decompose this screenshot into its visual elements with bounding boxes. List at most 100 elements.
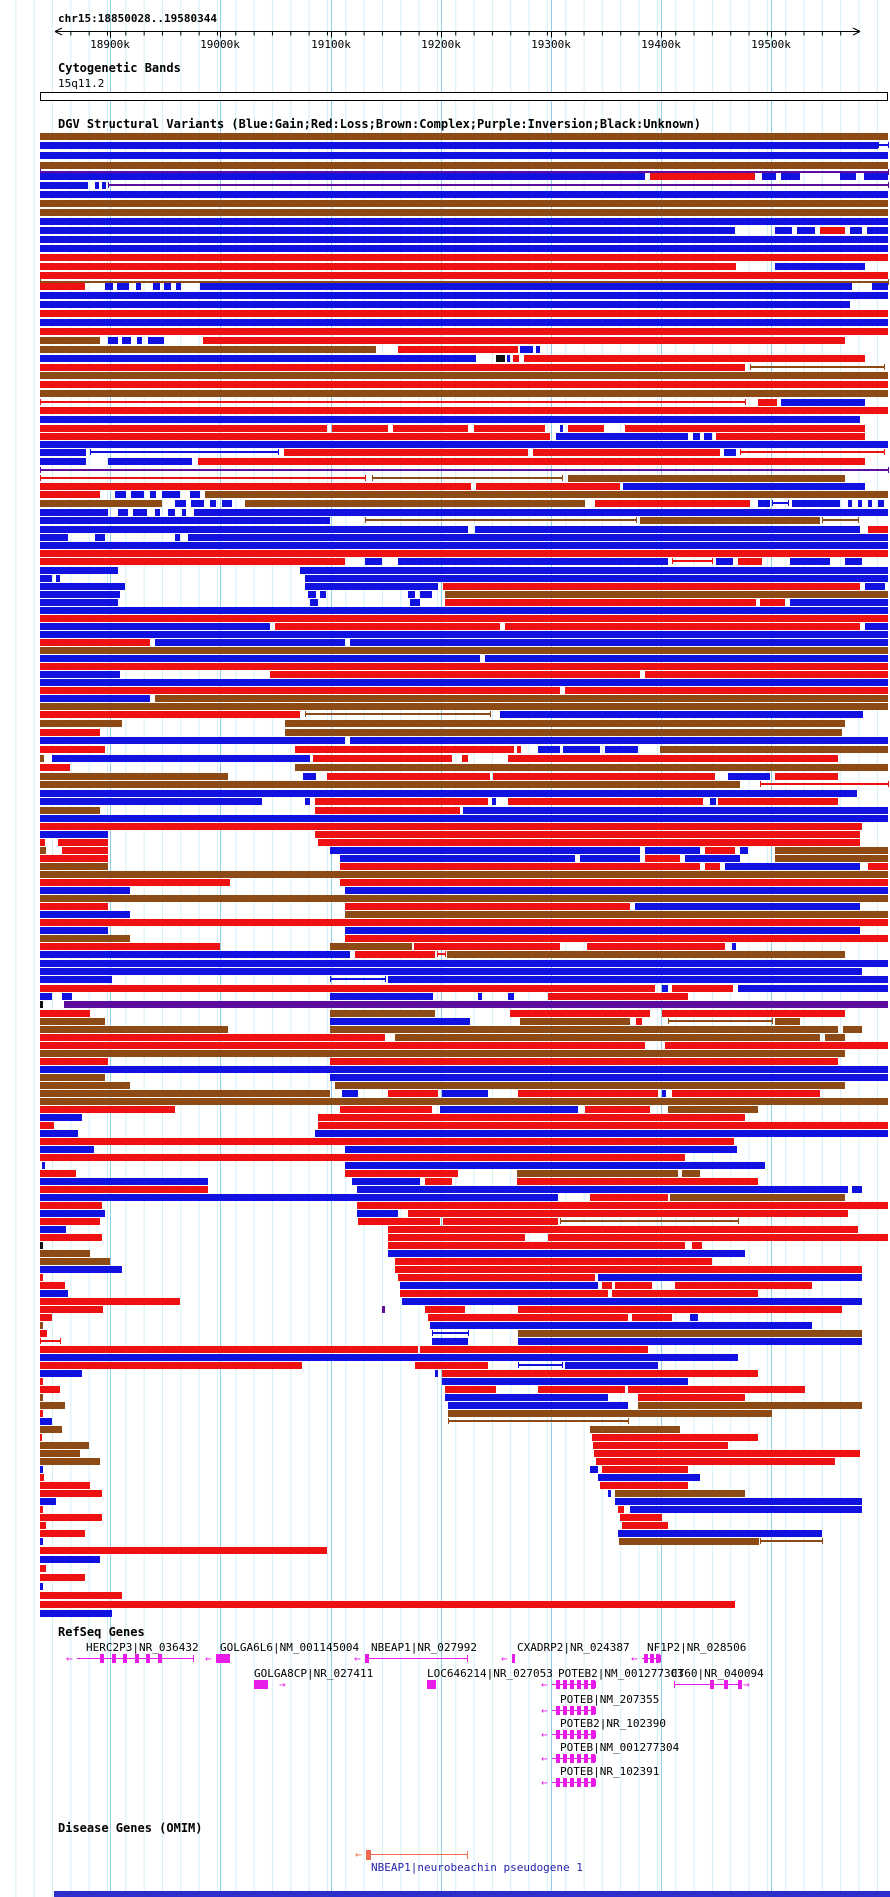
- variant-bar[interactable]: [632, 1314, 672, 1321]
- variant-bar[interactable]: [40, 1258, 110, 1265]
- variant-bar[interactable]: [40, 1298, 180, 1305]
- variant-bar[interactable]: [40, 310, 888, 317]
- variant-bar[interactable]: [638, 1394, 745, 1401]
- variant-bar[interactable]: [40, 1418, 52, 1425]
- gene-label[interactable]: NF1P2|NR_028506: [647, 1641, 747, 1654]
- variant-bar[interactable]: [602, 1466, 688, 1473]
- variant-bar[interactable]: [40, 1218, 100, 1225]
- variant-connector-line[interactable]: [40, 1340, 60, 1342]
- variant-bar[interactable]: [843, 1026, 862, 1033]
- variant-bar[interactable]: [518, 1090, 658, 1097]
- variant-bar[interactable]: [40, 372, 888, 379]
- variant-bar[interactable]: [40, 1130, 78, 1137]
- variant-bar[interactable]: [155, 695, 888, 702]
- variant-bar[interactable]: [40, 1592, 122, 1599]
- variant-bar[interactable]: [442, 1090, 488, 1097]
- variant-bar[interactable]: [518, 1306, 842, 1313]
- variant-bar[interactable]: [40, 1290, 68, 1297]
- gene-label[interactable]: POTEB|NM_207355: [560, 1693, 660, 1706]
- variant-bar[interactable]: [190, 491, 200, 498]
- variant-bar[interactable]: [668, 1106, 758, 1113]
- variant-bar[interactable]: [650, 173, 755, 180]
- variant-bar[interactable]: [536, 346, 540, 353]
- variant-bar[interactable]: [40, 1330, 47, 1337]
- variant-bar[interactable]: [40, 319, 888, 326]
- variant-bar[interactable]: [645, 847, 700, 854]
- variant-bar[interactable]: [40, 1042, 645, 1049]
- variant-bar[interactable]: [40, 703, 888, 710]
- variant-bar[interactable]: [345, 1162, 765, 1169]
- variant-bar[interactable]: [388, 1226, 858, 1233]
- variant-bar[interactable]: [350, 639, 888, 646]
- variant-bar[interactable]: [775, 855, 888, 862]
- variant-bar[interactable]: [40, 1010, 90, 1017]
- variant-bar[interactable]: [194, 509, 888, 516]
- variant-bar[interactable]: [40, 1138, 734, 1145]
- variant-bar[interactable]: [40, 591, 120, 598]
- gene-exon-box[interactable]: [556, 1706, 560, 1715]
- variant-bar[interactable]: [408, 591, 415, 598]
- variant-bar[interactable]: [245, 500, 585, 507]
- variant-bar[interactable]: [335, 1082, 845, 1089]
- variant-bar[interactable]: [117, 283, 129, 290]
- variant-bar[interactable]: [40, 855, 108, 862]
- variant-bar[interactable]: [625, 425, 865, 432]
- variant-bar[interactable]: [568, 425, 604, 432]
- variant-bar[interactable]: [40, 895, 888, 902]
- gene-exon-box[interactable]: [570, 1730, 574, 1739]
- variant-bar[interactable]: [40, 152, 888, 159]
- gene-exon-box[interactable]: [123, 1654, 128, 1663]
- variant-bar[interactable]: [42, 1162, 45, 1169]
- variant-bar[interactable]: [388, 1242, 685, 1249]
- variant-bar[interactable]: [600, 1482, 688, 1489]
- variant-bar[interactable]: [762, 173, 776, 180]
- variant-bar[interactable]: [40, 639, 150, 646]
- gene-label[interactable]: CT60|NR_040094: [671, 1667, 764, 1680]
- variant-bar[interactable]: [430, 1322, 812, 1329]
- variant-bar[interactable]: [463, 807, 888, 814]
- variant-bar[interactable]: [493, 773, 715, 780]
- variant-bar[interactable]: [150, 491, 156, 498]
- variant-bar[interactable]: [40, 1583, 43, 1590]
- variant-bar[interactable]: [330, 1058, 838, 1065]
- variant-bar[interactable]: [868, 500, 872, 507]
- gene-exon-box[interactable]: [570, 1706, 574, 1715]
- variant-bar[interactable]: [105, 283, 113, 290]
- variant-bar[interactable]: [330, 993, 433, 1000]
- variant-bar[interactable]: [565, 687, 888, 694]
- variant-bar[interactable]: [825, 1034, 845, 1041]
- variant-bar[interactable]: [352, 1178, 420, 1185]
- variant-bar[interactable]: [476, 483, 620, 490]
- variant-bar[interactable]: [40, 790, 857, 797]
- variant-bar[interactable]: [40, 1402, 65, 1409]
- gene-exon-box[interactable]: [710, 1680, 714, 1689]
- variant-bar[interactable]: [40, 1322, 43, 1329]
- variant-bar[interactable]: [40, 1538, 43, 1545]
- gene-label[interactable]: POTEB|NM_001277304: [560, 1741, 680, 1754]
- gene-exon-box[interactable]: [365, 1654, 369, 1663]
- gene-exon-box[interactable]: [584, 1706, 588, 1715]
- variant-bar[interactable]: [40, 1234, 102, 1241]
- variant-bar[interactable]: [510, 1010, 650, 1017]
- variant-connector-line[interactable]: [432, 1332, 468, 1334]
- variant-bar[interactable]: [792, 500, 840, 507]
- cytoband-rect[interactable]: [40, 92, 888, 101]
- variant-bar[interactable]: [137, 337, 142, 344]
- gene-exon-box[interactable]: [591, 1680, 595, 1689]
- variant-bar[interactable]: [40, 381, 888, 388]
- variant-bar[interactable]: [388, 1250, 745, 1257]
- variant-bar[interactable]: [40, 711, 300, 718]
- variant-bar[interactable]: [797, 227, 815, 234]
- variant-bar[interactable]: [775, 227, 792, 234]
- variant-bar[interactable]: [518, 1338, 862, 1345]
- variant-bar[interactable]: [345, 903, 630, 910]
- variant-bar[interactable]: [40, 1250, 90, 1257]
- variant-connector-line[interactable]: [108, 184, 888, 186]
- variant-connector-line[interactable]: [40, 401, 745, 403]
- variant-bar[interactable]: [605, 746, 638, 753]
- variant-bar[interactable]: [40, 1090, 330, 1097]
- variant-bar[interactable]: [40, 911, 130, 918]
- variant-bar[interactable]: [40, 839, 45, 846]
- variant-bar[interactable]: [40, 272, 888, 279]
- variant-bar[interactable]: [858, 500, 862, 507]
